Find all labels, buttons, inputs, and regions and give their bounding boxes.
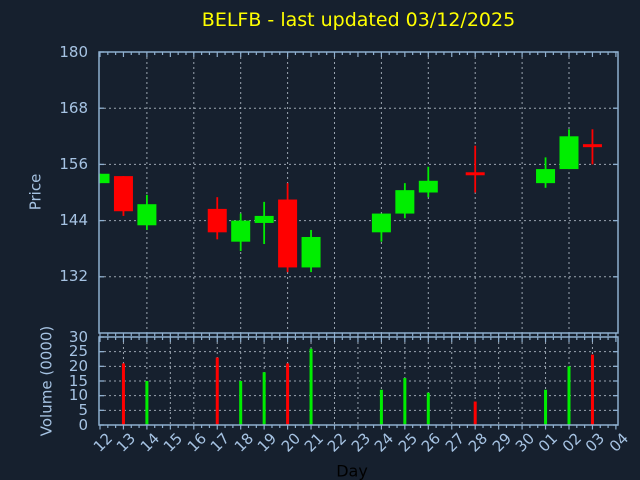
volume-bar-day-25	[403, 378, 407, 425]
volume-ytick-label-20: 20	[68, 356, 88, 375]
price-ytick-label-168: 168	[59, 98, 88, 117]
volume-bar-day-28	[473, 401, 477, 425]
candle-body	[582, 144, 602, 148]
candle-day-25	[395, 183, 415, 219]
candle-body	[301, 236, 321, 268]
candle-day-14	[137, 194, 157, 230]
candle-day-12	[99, 173, 110, 184]
candle-day-26	[418, 166, 438, 198]
candle-body	[371, 213, 391, 233]
volume-bar-day-19	[262, 372, 266, 425]
volume-ytick-label-30: 30	[68, 327, 88, 346]
candle-day-01	[536, 157, 556, 188]
candle-body	[207, 208, 227, 233]
candle-body	[536, 169, 556, 184]
candle-body	[113, 176, 133, 212]
volume-bar-day-13	[121, 363, 125, 425]
volume-bar-day-14	[145, 381, 149, 425]
volume-ytick-label-15: 15	[68, 371, 88, 390]
x-axis-label: Day	[336, 461, 368, 480]
volume-ytick-label-25: 25	[68, 342, 88, 361]
price-axis-label: Price	[26, 173, 45, 211]
volume-bar-day-26	[426, 392, 430, 425]
volume-bar-day-17	[215, 357, 219, 425]
candle-day-20	[278, 183, 298, 273]
candle-day-18	[231, 213, 251, 252]
candle-body	[395, 190, 415, 214]
chart-title: BELFB - last updated 03/12/2025	[201, 9, 516, 31]
price-ytick-label-156: 156	[59, 154, 88, 173]
candles-group	[99, 129, 602, 273]
price-panel-frame	[98, 51, 619, 334]
volume-ytick-label-5: 5	[78, 400, 88, 419]
candle-body	[231, 220, 251, 242]
candle-body	[254, 215, 274, 223]
candle-day-19	[254, 201, 274, 245]
price-ytick-label-132: 132	[59, 267, 88, 286]
candle-body	[137, 204, 157, 226]
volume-bar-day-21	[309, 348, 313, 425]
candle-body	[418, 180, 438, 193]
price-ytick-label-144: 144	[59, 211, 88, 230]
candle-day-28	[465, 145, 485, 193]
volume-bar-day-01	[544, 389, 548, 425]
candle-body	[559, 136, 579, 170]
price-ytick-label-180: 180	[59, 42, 88, 61]
volume-bar-day-02	[567, 366, 571, 425]
volume-ytick-label-0: 0	[78, 415, 88, 434]
candle-day-21	[301, 229, 321, 273]
candle-body	[278, 199, 298, 268]
volume-bar-day-24	[379, 389, 383, 425]
candle-day-03	[582, 129, 602, 165]
candle-body	[465, 172, 485, 176]
candle-day-24	[371, 213, 391, 242]
volume-ytick-label-10: 10	[68, 386, 88, 405]
volume-bar-day-20	[286, 363, 290, 425]
volume-bar-day-03	[590, 354, 594, 425]
candle-day-02	[559, 129, 579, 170]
candle-day-17	[207, 197, 227, 240]
candle-day-13	[113, 176, 133, 216]
volume-bar-day-18	[239, 381, 243, 425]
candle-body	[99, 173, 110, 184]
